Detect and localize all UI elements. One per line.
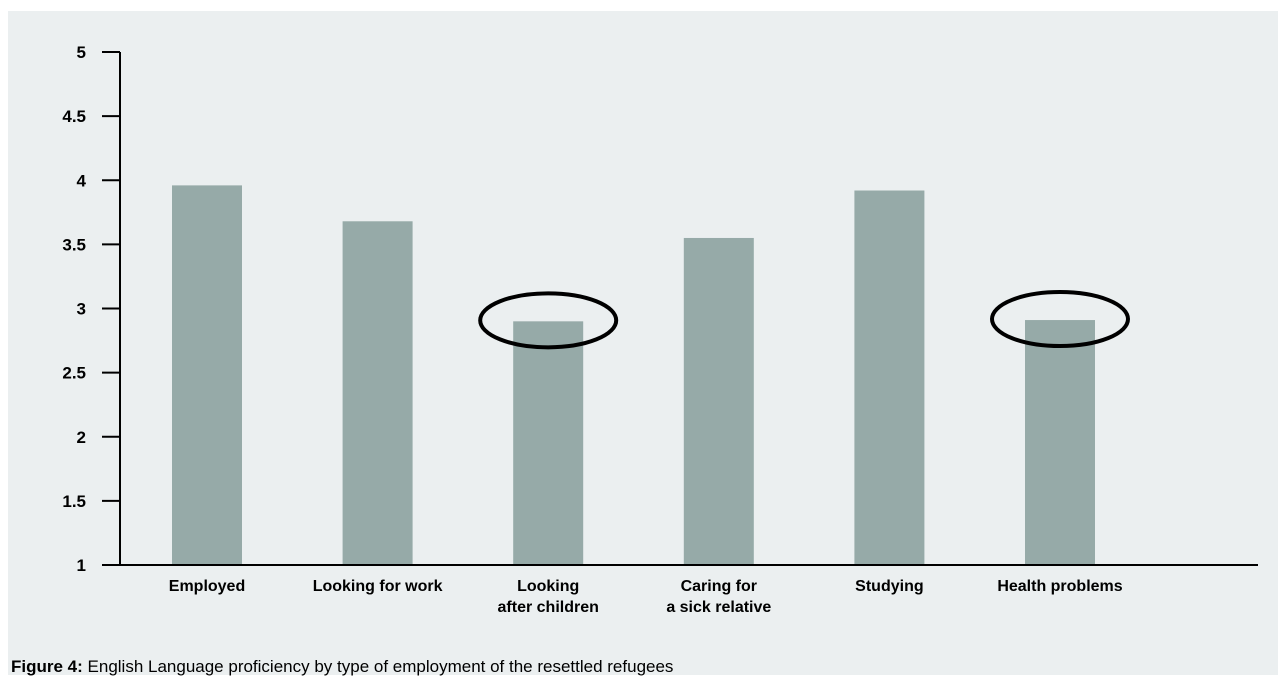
bar-4 — [854, 190, 925, 565]
highlight-ellipse-5 — [990, 290, 1130, 349]
x-category-label-5-0: Health problems — [997, 578, 1122, 595]
caption-label: Figure 4: — [11, 657, 83, 676]
bar-2 — [513, 321, 584, 565]
bar-3 — [683, 237, 754, 565]
y-axis: 1 1.5 2 2.5 3 3.5 4 4.5 5 — [62, 43, 121, 575]
y-tick-label-0: 1 — [77, 556, 86, 575]
y-tick-label-6: 4 — [77, 171, 87, 190]
highlight-ellipse-2 — [478, 291, 619, 350]
caption-text: English Language proficiency by type of … — [82, 657, 674, 676]
bar-1 — [342, 221, 413, 566]
x-category-label-1-0: Looking for work — [313, 578, 443, 595]
highlight-markers — [478, 290, 1130, 350]
x-category-label-2-0: Looking — [517, 578, 579, 595]
y-tick-label-1: 1.5 — [62, 492, 86, 511]
figure-caption: Figure 4: English Language proficiency b… — [11, 657, 673, 677]
y-tick-label-3: 2.5 — [62, 364, 86, 383]
x-category-label-2-1: after children — [498, 599, 599, 616]
x-category-label-4-0: Studying — [855, 578, 923, 595]
y-tick-label-8: 5 — [77, 43, 86, 62]
x-category-label-0-0: Employed — [169, 578, 245, 595]
bar-5 — [1025, 320, 1095, 565]
x-axis: Employed Looking for work Looking after chi… — [102, 564, 1258, 616]
bar-0 — [172, 185, 242, 565]
y-tick-label-5: 3.5 — [62, 235, 86, 254]
bars — [172, 185, 1095, 566]
y-tick-label-4: 3 — [77, 300, 86, 319]
x-category-label-3-1: a sick relative — [666, 599, 771, 616]
y-tick-label-2: 2 — [77, 428, 86, 447]
y-tick-label-7: 4.5 — [62, 107, 86, 126]
x-category-label-3-0: Caring for — [681, 578, 757, 595]
